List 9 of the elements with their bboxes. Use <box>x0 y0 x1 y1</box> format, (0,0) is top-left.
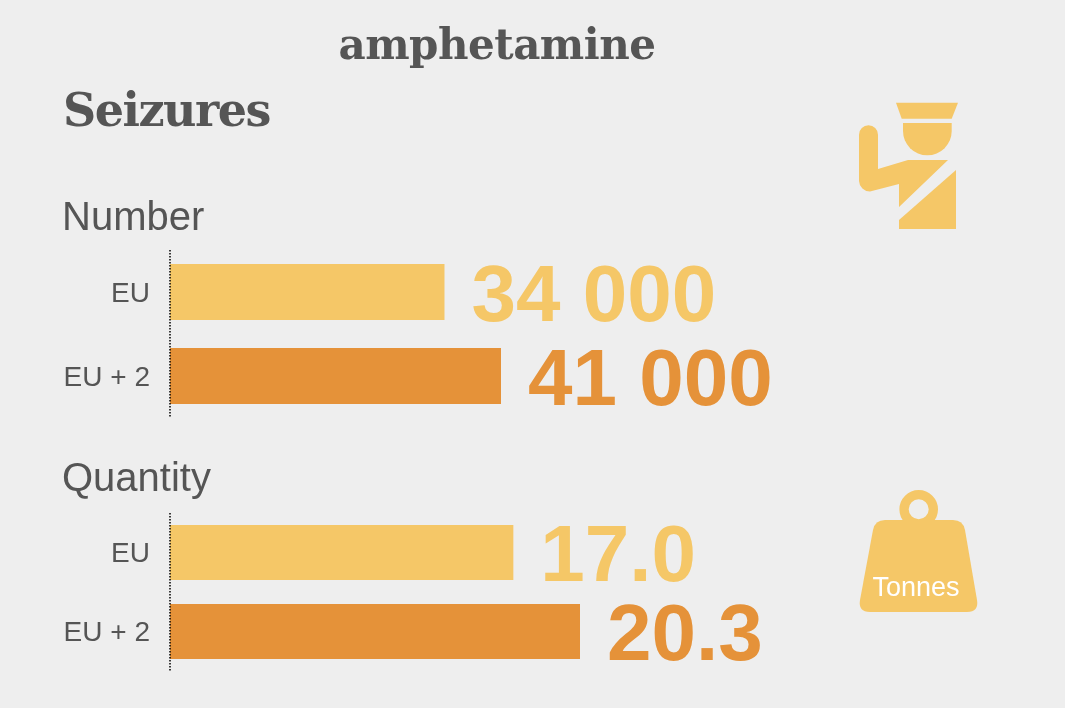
y-tick-label: EU + 2 <box>63 360 150 392</box>
y-tick-label: EU <box>111 537 150 569</box>
text: Tonnes <box>872 572 960 602</box>
chart-title: Quantity <box>62 455 211 499</box>
text: Seizures <box>63 83 271 137</box>
y-tick-label: EU + 2 <box>63 616 150 648</box>
text: amphetamine <box>338 20 656 69</box>
chart-title: Number <box>62 194 205 238</box>
y-tick-label: EU <box>111 276 150 308</box>
